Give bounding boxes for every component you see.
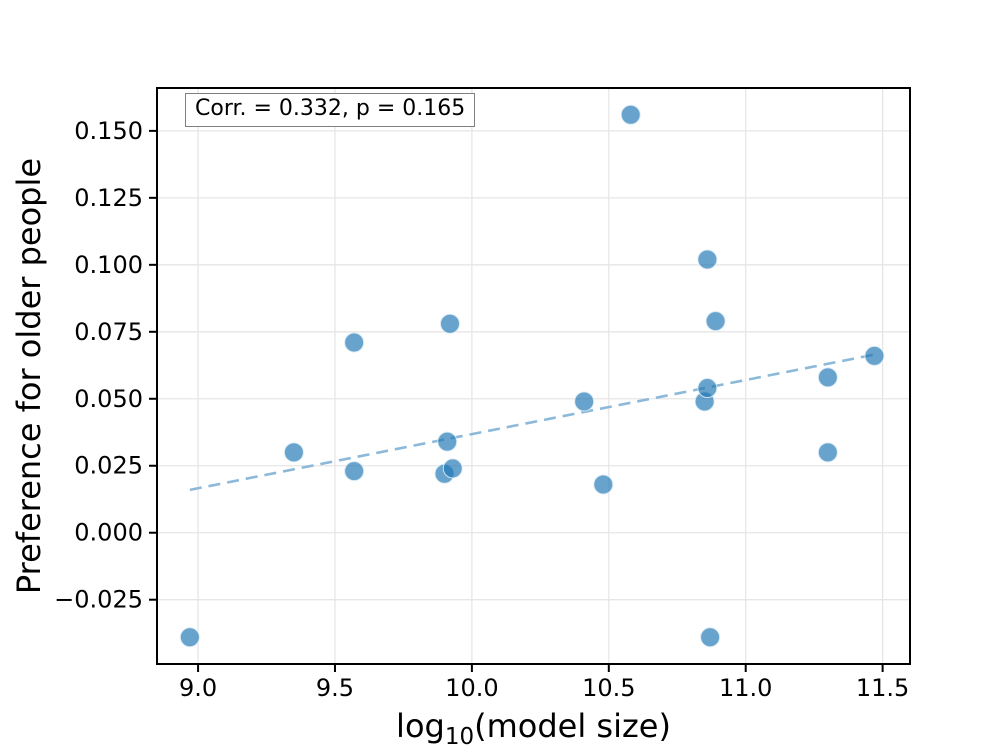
x-tick-label: 11.0	[719, 674, 772, 702]
data-point	[442, 458, 463, 479]
data-point	[817, 367, 838, 388]
data-point	[439, 313, 460, 334]
y-axis-label: Preference for older people	[10, 158, 48, 594]
data-point	[574, 391, 595, 412]
data-point	[179, 627, 200, 648]
data-point	[437, 431, 458, 452]
data-point	[700, 627, 721, 648]
x-axis-label: log10(model size)	[396, 707, 671, 747]
axes-frame	[156, 87, 911, 665]
y-tick-label: 0.025	[74, 452, 143, 480]
x-tick-label: 10.0	[445, 674, 498, 702]
data-point	[705, 311, 726, 332]
data-point	[620, 104, 641, 125]
data-point	[697, 249, 718, 270]
y-tick-label: 0.150	[74, 117, 143, 145]
x-tick-label: 9.5	[316, 674, 354, 702]
y-tick-label: 0.000	[74, 519, 143, 547]
data-point	[283, 442, 304, 463]
y-tick-label: 0.100	[74, 251, 143, 279]
trend-line	[189, 353, 875, 492]
data-point	[593, 474, 614, 495]
data-point	[344, 461, 365, 482]
x-tick-label: 9.0	[179, 674, 217, 702]
y-tick-label: 0.125	[74, 184, 143, 212]
x-tick-label: 11.5	[856, 674, 909, 702]
x-tick-label: 10.5	[582, 674, 635, 702]
y-tick-label: −0.025	[54, 586, 143, 614]
data-point	[344, 332, 365, 353]
correlation-annotation: Corr. = 0.332, p = 0.165	[185, 93, 476, 127]
data-point	[864, 345, 885, 366]
data-point	[697, 378, 718, 399]
y-tick-label: 0.050	[74, 385, 143, 413]
data-point	[817, 442, 838, 463]
y-tick-label: 0.075	[74, 318, 143, 346]
